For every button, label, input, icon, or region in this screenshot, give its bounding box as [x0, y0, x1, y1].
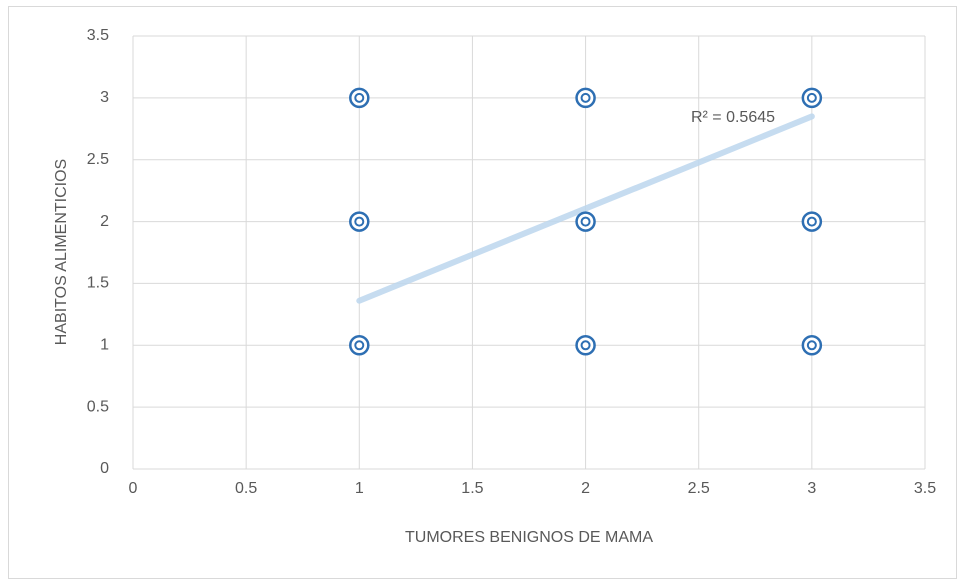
- marker-inner-ring: [806, 216, 817, 227]
- x-tick-label: 2: [581, 480, 590, 497]
- marker: [575, 335, 596, 356]
- x-tick-label: 2.5: [688, 480, 710, 497]
- marker: [349, 211, 370, 232]
- marker-inner-ring: [354, 340, 365, 351]
- y-tick-label: 0: [100, 460, 109, 477]
- x-axis-title: TUMORES BENIGNOS DE MAMA: [405, 529, 653, 546]
- marker-inner-ring: [354, 92, 365, 103]
- y-tick-label: 3: [100, 89, 109, 106]
- y-tick-label: 0.5: [87, 398, 109, 415]
- x-tick-label: 1: [355, 480, 364, 497]
- marker: [801, 87, 823, 109]
- y-tick-label: 1.5: [87, 275, 109, 292]
- marker-inner-ring: [806, 340, 817, 351]
- marker: [349, 87, 370, 109]
- marker-inner-ring: [580, 216, 591, 227]
- x-tick-label: 3: [807, 480, 816, 497]
- marker: [801, 211, 823, 232]
- trendline-label: R² = 0.5645: [691, 109, 775, 126]
- chart-frame: [8, 6, 957, 579]
- marker-inner-ring: [580, 340, 591, 351]
- y-tick-label: 2: [100, 213, 109, 230]
- marker-inner-ring: [354, 216, 365, 227]
- marker-inner-ring: [580, 92, 591, 103]
- marker: [349, 335, 370, 356]
- y-axis-title: HABITOS ALIMENTICIOS: [53, 159, 70, 345]
- x-tick-label: 1.5: [461, 480, 483, 497]
- marker: [801, 335, 823, 356]
- marker-inner-ring: [806, 92, 817, 103]
- trendline: [356, 113, 815, 304]
- y-tick-label: 2.5: [87, 151, 109, 168]
- marker: [575, 87, 596, 109]
- x-tick-label: 3.5: [914, 480, 936, 497]
- x-tick-label: 0.5: [235, 480, 257, 497]
- y-tick-label: 1: [100, 337, 109, 354]
- marker: [575, 211, 596, 232]
- x-tick-label: 0: [129, 480, 138, 497]
- y-tick-label: 3.5: [87, 27, 109, 44]
